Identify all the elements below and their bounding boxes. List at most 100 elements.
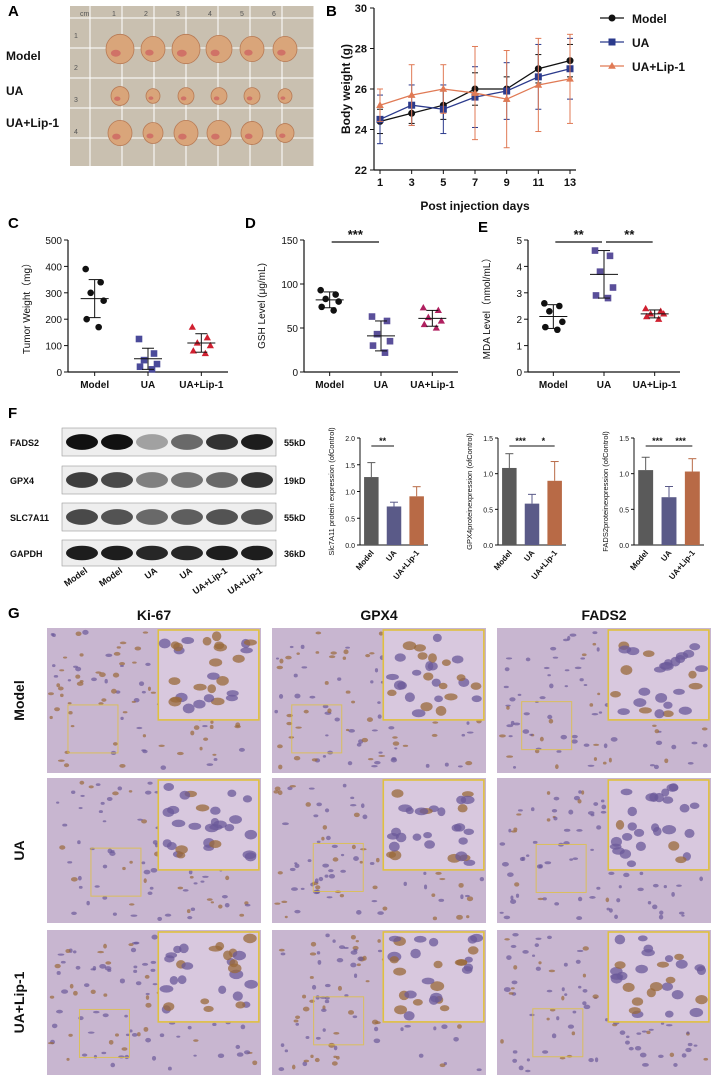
cell-nucleus <box>113 651 121 656</box>
inset-nucleus <box>675 652 689 660</box>
cell-nucleus <box>529 733 534 736</box>
cell-nucleus <box>587 764 595 767</box>
cell-nucleus <box>328 655 336 659</box>
inset-nucleus <box>662 796 674 804</box>
data-point <box>655 315 663 322</box>
inset-nucleus <box>424 840 435 849</box>
cell-nucleus <box>60 960 66 964</box>
cell-nucleus <box>350 804 357 807</box>
inset-nucleus <box>455 851 468 862</box>
cell-nucleus <box>309 695 316 699</box>
cell-nucleus <box>355 940 359 943</box>
cell-nucleus <box>71 790 76 795</box>
cell-nucleus <box>104 678 108 684</box>
significance-label: *** <box>515 436 526 446</box>
cell-nucleus <box>326 835 331 841</box>
inset-nucleus <box>240 647 253 654</box>
inset-nucleus <box>388 841 400 852</box>
cell-nucleus <box>625 1035 630 1039</box>
row-label: UA <box>6 84 24 98</box>
data-point <box>609 284 617 291</box>
cell-nucleus <box>499 911 504 914</box>
cell-nucleus <box>105 961 112 965</box>
data-point <box>369 342 377 349</box>
inset-nucleus <box>456 674 466 682</box>
inset-nucleus <box>649 981 663 992</box>
data-point <box>471 89 479 96</box>
inset-nucleus <box>404 692 415 703</box>
cell-nucleus <box>563 638 569 642</box>
cell-nucleus <box>432 721 439 724</box>
cell-nucleus <box>503 685 509 689</box>
inset-nucleus <box>674 953 684 960</box>
blot-band <box>136 509 168 525</box>
ruler-left-label: 3 <box>74 97 78 104</box>
cell-nucleus <box>291 1064 296 1070</box>
inset-nucleus <box>411 709 426 718</box>
cell-nucleus <box>135 981 142 986</box>
cell-nucleus <box>212 1022 217 1027</box>
y-tick-label: 1.0 <box>483 472 493 479</box>
cell-nucleus <box>636 1032 642 1035</box>
cell-nucleus <box>602 761 607 765</box>
cell-nucleus <box>353 948 358 952</box>
x-tick-label: 7 <box>472 177 478 189</box>
cell-nucleus <box>371 1019 379 1025</box>
cell-nucleus <box>371 729 378 732</box>
inset-nucleus <box>665 976 676 984</box>
inset-nucleus <box>451 655 464 664</box>
cell-nucleus <box>284 1049 289 1053</box>
cell-nucleus <box>65 949 71 954</box>
cell-nucleus <box>112 912 117 916</box>
cell-nucleus <box>119 664 124 668</box>
inset-nucleus <box>169 975 179 985</box>
data-point <box>203 333 211 341</box>
inset-nucleus <box>689 643 701 651</box>
cell-nucleus <box>671 891 675 897</box>
data-point <box>330 307 337 314</box>
inset-nucleus <box>225 694 238 702</box>
cell-nucleus <box>102 895 108 900</box>
cell-nucleus <box>141 861 146 865</box>
cell-nucleus <box>372 885 378 890</box>
cell-nucleus <box>671 744 677 750</box>
inset-nucleus <box>689 802 700 809</box>
bar <box>502 467 517 545</box>
cell-nucleus <box>53 675 59 678</box>
data-point <box>335 298 342 305</box>
cell-nucleus <box>519 857 525 862</box>
cell-nucleus <box>244 903 251 907</box>
cell-nucleus <box>388 726 395 730</box>
tumor-vessel <box>213 96 220 101</box>
y-tick-label: 100 <box>45 342 62 353</box>
cell-nucleus <box>81 1053 88 1057</box>
cell-nucleus <box>313 814 319 818</box>
cell-nucleus <box>79 653 84 657</box>
cell-nucleus <box>315 885 321 890</box>
cell-nucleus <box>337 985 342 991</box>
tumor-image <box>272 36 298 63</box>
cell-nucleus <box>206 898 213 901</box>
cell-nucleus <box>59 845 66 850</box>
cell-nucleus <box>342 656 347 660</box>
cell-nucleus <box>639 871 644 876</box>
y-tick-label: 0.0 <box>483 543 493 550</box>
inset-nucleus <box>158 638 171 649</box>
cell-nucleus <box>529 1013 535 1017</box>
cell-nucleus <box>137 818 143 821</box>
tumor-vessel <box>146 133 154 139</box>
cell-nucleus <box>576 829 583 832</box>
cell-nucleus <box>345 690 351 694</box>
cell-nucleus <box>596 886 601 890</box>
cell-nucleus <box>302 994 307 999</box>
cell-nucleus <box>62 656 68 659</box>
cell-nucleus <box>158 744 165 748</box>
inset-nucleus <box>622 982 635 992</box>
cell-nucleus <box>302 1061 308 1067</box>
cell-nucleus <box>608 871 615 875</box>
cell-nucleus <box>328 874 336 879</box>
y-tick-label: 22 <box>355 165 367 177</box>
cell-nucleus <box>145 1037 151 1043</box>
cell-nucleus <box>563 962 568 967</box>
data-point <box>434 306 442 314</box>
